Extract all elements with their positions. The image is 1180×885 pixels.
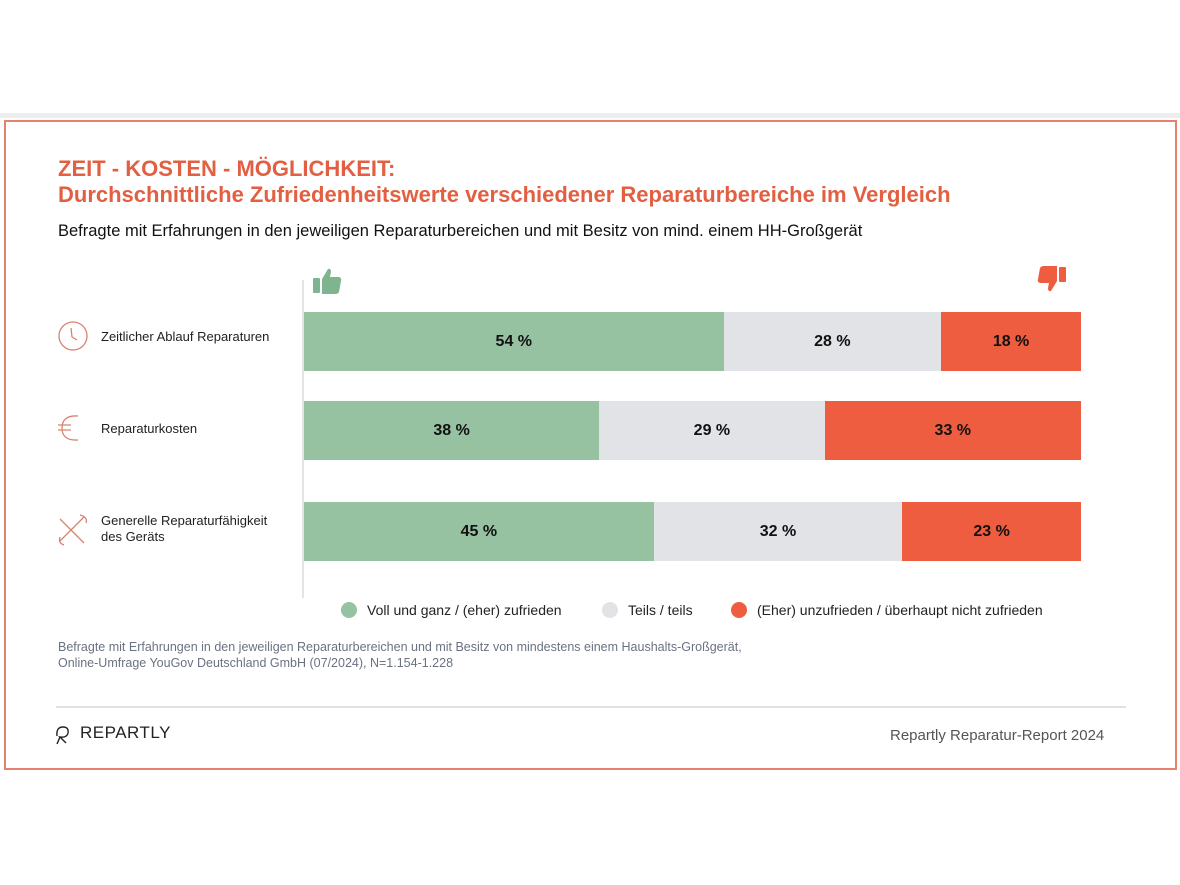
card-frame	[4, 120, 1177, 770]
bar-segment: 23 %	[902, 502, 1081, 561]
category-label: Reparaturkosten	[101, 421, 198, 436]
legend-swatch	[602, 602, 618, 618]
data-label: 38 %	[433, 421, 470, 439]
subtitle: Befragte mit Erfahrungen in den jeweilig…	[58, 222, 863, 240]
legend-item: (Eher) unzufrieden / überhaupt nicht zuf…	[731, 602, 1043, 618]
bar-segment: 38 %	[304, 401, 600, 460]
legend-label: Teils / teils	[628, 602, 693, 618]
data-label: 33 %	[934, 421, 972, 439]
thumbs-up-icon	[313, 268, 342, 294]
top-band	[0, 113, 1180, 118]
data-label: 54 %	[495, 332, 533, 350]
legend-item: Teils / teils	[602, 602, 693, 618]
data-label: 18 %	[992, 332, 1030, 350]
repartly-logo-icon	[56, 726, 69, 745]
bar-segment: 45 %	[304, 502, 654, 561]
data-label: 32 %	[759, 522, 797, 540]
source-note: Befragte mit Erfahrungen in den jeweilig…	[58, 640, 742, 654]
legend-swatch	[731, 602, 747, 618]
bar-segment: 28 %	[723, 312, 942, 371]
bar-segment: 18 %	[941, 312, 1081, 371]
clock-icon	[58, 321, 88, 351]
divider	[56, 706, 1126, 708]
data-label: 45 %	[460, 522, 498, 540]
axis-line	[302, 280, 304, 598]
legend-swatch	[341, 602, 357, 618]
tools-icon	[58, 514, 88, 546]
report-name: Repartly Reparatur-Report 2024	[890, 727, 1105, 744]
legend-label: (Eher) unzufrieden / überhaupt nicht zuf…	[757, 602, 1043, 618]
thumbs-down-icon	[1037, 266, 1066, 292]
euro-icon	[58, 415, 79, 441]
bar-segment: 29 %	[599, 401, 825, 460]
source-note: Online-Umfrage YouGov Deutschland GmbH (…	[58, 656, 454, 670]
brand-logo: REPARTLY	[80, 723, 171, 742]
legend-label: Voll und ganz / (eher) zufrieden	[367, 602, 562, 618]
title-line-1: ZEIT - KOSTEN - MÖGLICHKEIT:	[58, 156, 396, 181]
data-label: 29 %	[693, 421, 731, 439]
category-label: Zeitlicher Ablauf Reparaturen	[101, 329, 270, 344]
title-line-2: Durchschnittliche Zufriedenheitswerte ve…	[58, 182, 951, 207]
data-label: 28 %	[814, 332, 851, 350]
legend-item: Voll und ganz / (eher) zufrieden	[341, 602, 562, 618]
bar-segment: 32 %	[653, 502, 903, 561]
bar-segment: 33 %	[824, 401, 1081, 460]
category-label: Generelle Reparaturfähigkeit des Geräts	[101, 513, 268, 544]
data-label: 23 %	[973, 522, 1010, 540]
bar-segment: 54 %	[304, 312, 724, 371]
